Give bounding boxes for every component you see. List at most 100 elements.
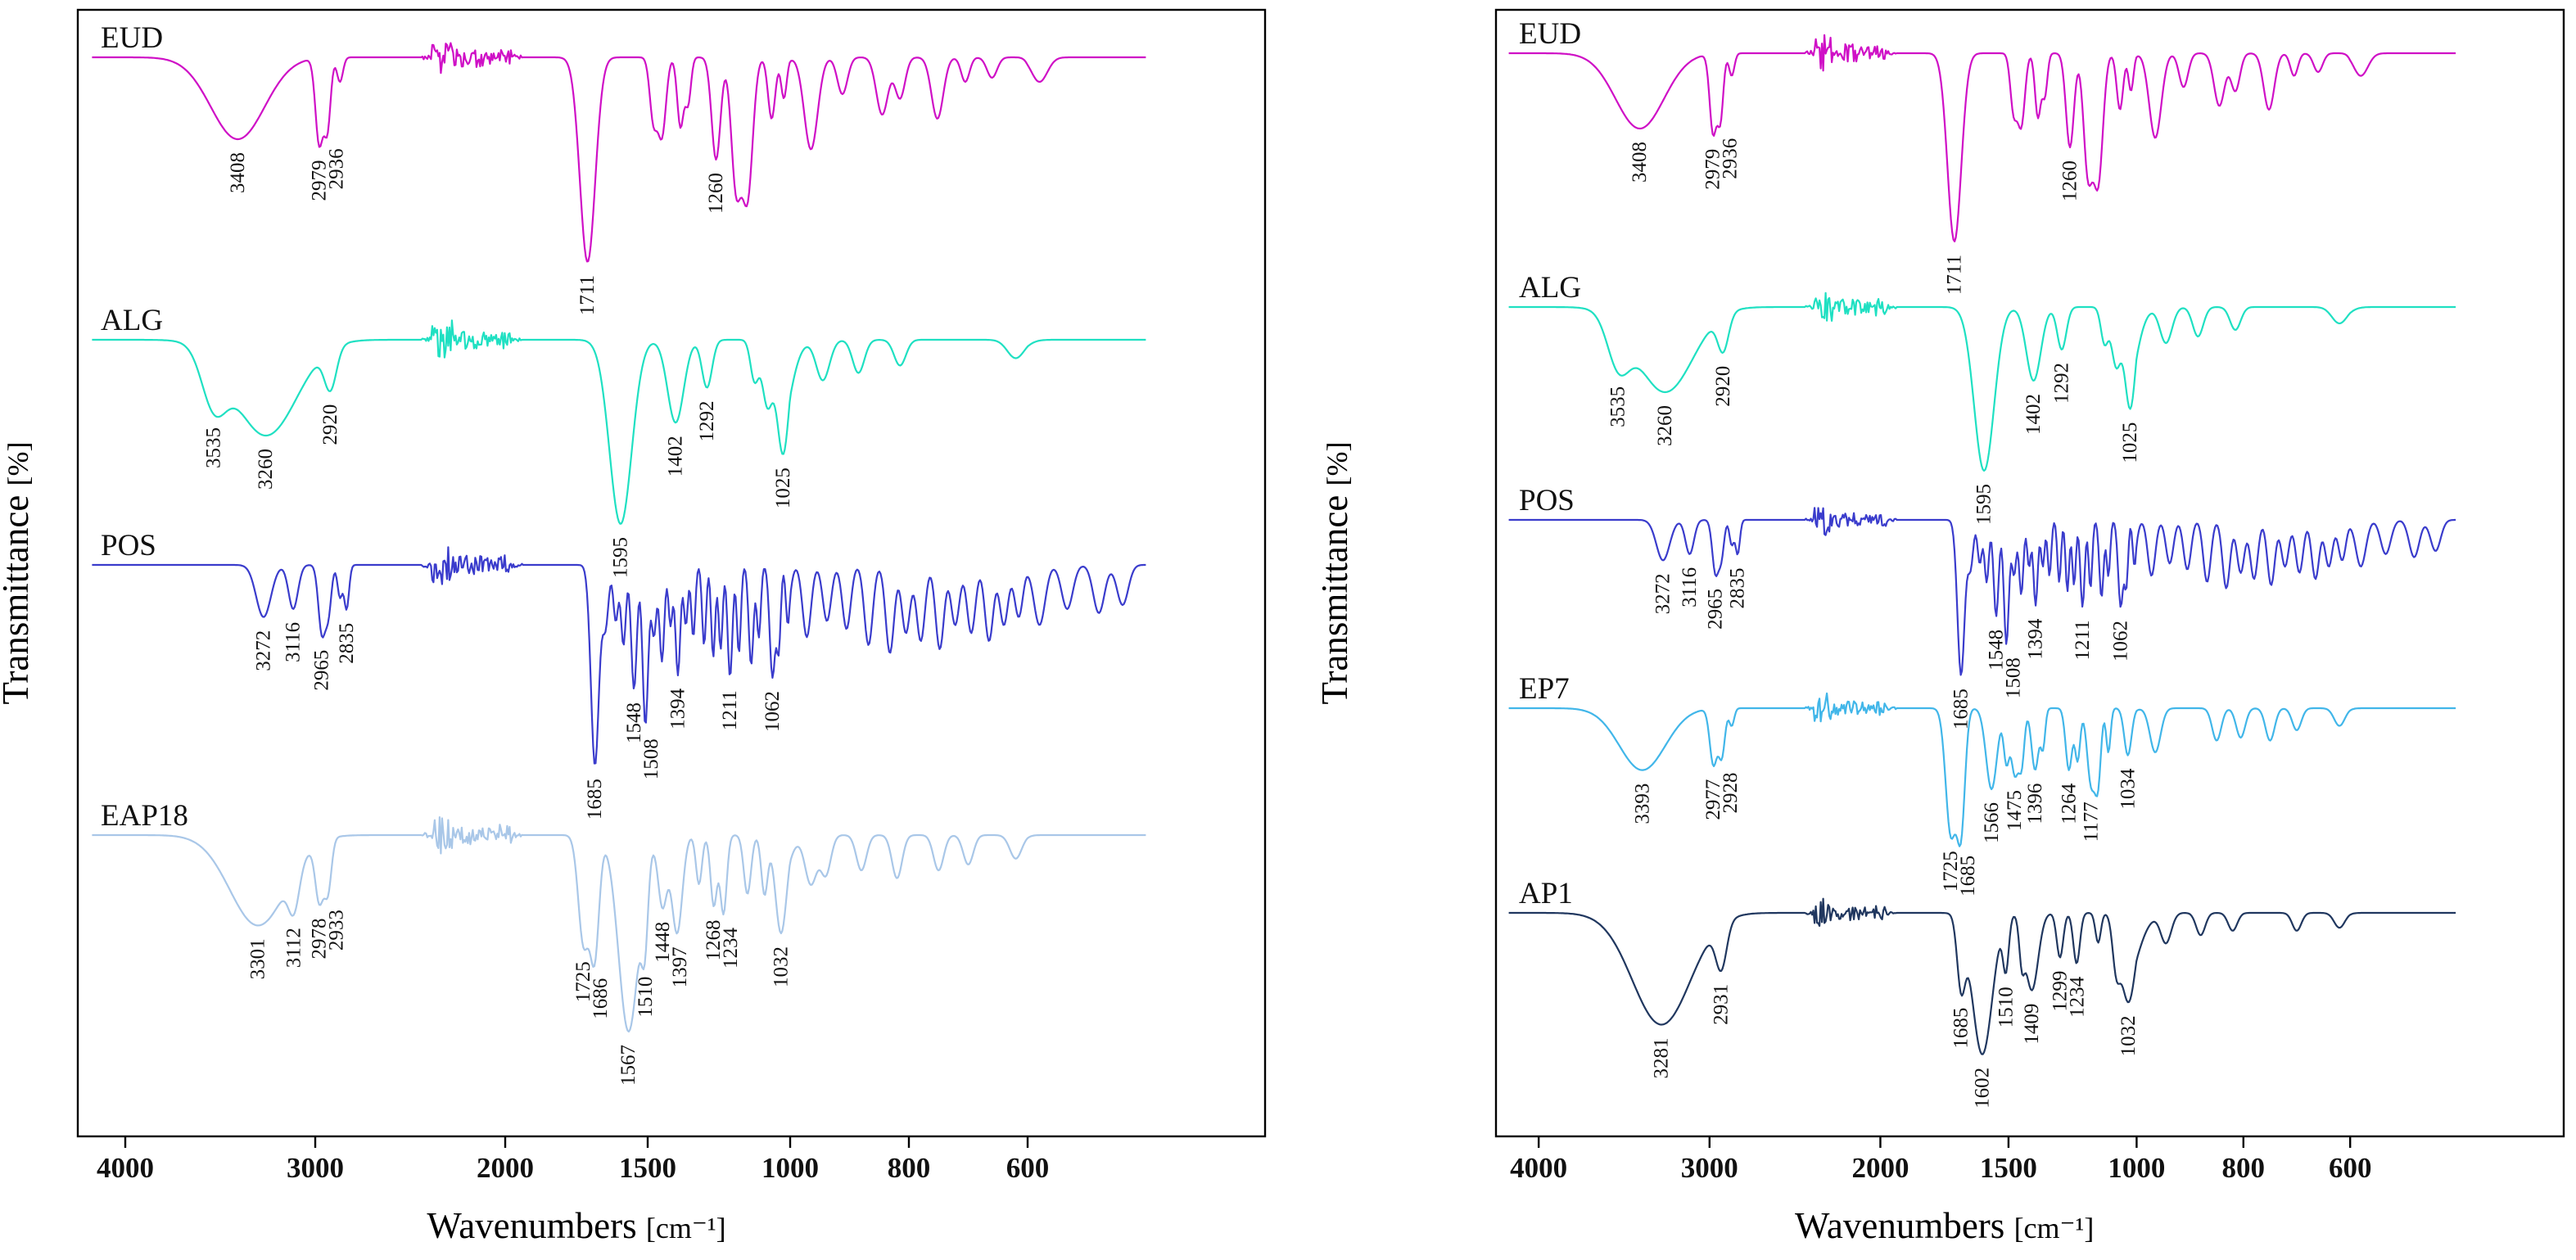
y-axis-label: Transmittance [%]	[0, 441, 36, 704]
peak-annotation: 3260	[255, 449, 277, 490]
peak-annotation: 2979	[1702, 149, 1724, 190]
peak-annotation: 1567	[617, 1045, 639, 1086]
peak-annotation: 2978	[309, 918, 331, 959]
x-tick-label: 4000	[1510, 1152, 1567, 1184]
spectrum-trace-EUD	[1508, 34, 2456, 242]
peak-annotation: 3535	[1607, 386, 1629, 427]
x-tick-label: 1000	[762, 1152, 819, 1184]
peak-annotation: 2835	[336, 623, 358, 664]
peak-annotation: 1396	[2024, 784, 2046, 824]
trace-label-ALG: ALG	[1519, 271, 1581, 305]
peak-annotation: 3281	[1651, 1038, 1673, 1079]
trace-label-AP1: AP1	[1519, 877, 1573, 910]
peak-annotation: 2965	[311, 650, 333, 691]
peak-annotation: 1685	[1957, 856, 1979, 896]
peak-annotation: 1211	[719, 690, 741, 730]
peak-annotation: 3393	[1631, 784, 1653, 824]
spectrum-trace-POS	[1508, 507, 2456, 676]
peak-annotation: 1508	[2002, 657, 2024, 698]
peak-annotation: 1548	[1985, 630, 2007, 671]
peak-annotation: 1686	[590, 978, 612, 1019]
x-tick-label: 1500	[1980, 1152, 2037, 1184]
peak-annotation: 2936	[325, 148, 347, 189]
peak-annotation: 1508	[640, 738, 662, 779]
trace-label-ALG: ALG	[101, 304, 163, 337]
peak-annotation: 1260	[705, 173, 727, 214]
peak-annotation: 2920	[1712, 366, 1734, 407]
peak-annotation: 1685	[1950, 1008, 1973, 1049]
x-tick-label: 3000	[1681, 1152, 1738, 1184]
peak-annotation: 1062	[2109, 621, 2131, 662]
peak-annotation: 3112	[283, 928, 305, 968]
peak-annotation: 1292	[696, 401, 718, 442]
x-tick-label: 4000	[97, 1152, 154, 1184]
peak-annotation: 1034	[2117, 768, 2139, 810]
peak-annotation: 1602	[1971, 1068, 1993, 1109]
trace-label-EUD: EUD	[1519, 17, 1581, 51]
peak-annotation: 1062	[762, 691, 784, 732]
spectrum-trace-AP1	[1508, 897, 2456, 1055]
x-axis-label: Wavenumbers [cm⁻¹]	[427, 1205, 725, 1246]
peak-annotation: 1025	[2119, 422, 2141, 463]
peak-annotation: 1409	[2021, 1004, 2043, 1045]
peak-annotation: 1725	[1940, 851, 1962, 892]
panel-a-svg: 4000 3000 2000 1500 1000 800 600 Wavenumbers [c…	[0, 8, 1267, 1246]
x-tick-label: 3000	[287, 1152, 344, 1184]
peak-annotation: 1032	[770, 946, 792, 987]
peak-annotation: 2928	[1720, 773, 1742, 814]
peak-annotation: 1595	[609, 537, 631, 578]
peak-annotation: 2835	[1727, 567, 1749, 608]
trace-label-POS: POS	[101, 529, 156, 562]
peak-annotation: 3408	[1629, 142, 1651, 183]
peak-annotation: 2931	[1711, 984, 1733, 1025]
peak-annotation: 1292	[2051, 363, 2073, 404]
spectrum-trace-EUD	[92, 42, 1146, 263]
peak-annotation: 1711	[1943, 255, 1965, 295]
peak-annotation: 1595	[1973, 484, 1995, 525]
peak-annotation: 1234	[720, 927, 742, 969]
x-tick-label: 800	[2222, 1152, 2266, 1184]
spectrum-trace-ALG	[1508, 291, 2456, 472]
peak-annotation: 2933	[326, 910, 348, 951]
peak-annotation: 1234	[2066, 976, 2088, 1018]
x-tick-label: 600	[1006, 1152, 1050, 1184]
peak-annotation: 1211	[2072, 620, 2094, 660]
peak-annotation: 3116	[282, 622, 305, 662]
plot-frame	[76, 8, 1267, 1138]
peak-annotation: 1268	[703, 919, 725, 960]
peak-annotation: 3408	[227, 152, 249, 193]
x-tick-label: 800	[888, 1152, 931, 1184]
y-axis-label: Transmittance [%]	[1314, 441, 1355, 704]
peak-annotation: 1475	[2004, 790, 2026, 831]
peak-annotation: 1177	[2081, 802, 2103, 842]
peak-annotation: 2977	[1702, 779, 1724, 820]
peak-annotation: 2979	[308, 160, 330, 201]
x-axis-label: Wavenumbers [cm⁻¹]	[1795, 1205, 2094, 1246]
peak-annotation: 1394	[667, 688, 689, 729]
peak-annotation: 1685	[584, 779, 606, 820]
x-tick-label: 2000	[477, 1152, 534, 1184]
peak-annotation: 1397	[669, 946, 691, 987]
peak-annotation: 1260	[2059, 160, 2081, 201]
x-tick-label: 1500	[619, 1152, 676, 1184]
peak-annotation: 1711	[576, 275, 599, 315]
peak-annotation: 1548	[623, 702, 645, 743]
peak-annotation: 1725	[572, 961, 594, 1002]
peak-annotation: 1402	[665, 436, 687, 476]
x-tick-label: 1000	[2108, 1152, 2165, 1184]
peak-annotation: 3272	[252, 630, 274, 671]
peak-annotation: 1566	[1981, 802, 2003, 843]
peak-annotation: 3535	[202, 427, 224, 468]
x-tick-label: 2000	[1851, 1152, 1909, 1184]
peak-annotation: 2936	[1720, 138, 1742, 179]
spectrum-trace-POS	[92, 546, 1146, 765]
trace-label-EP7: EP7	[1519, 672, 1570, 706]
spectrum-trace-EP7	[1508, 692, 2456, 847]
peak-annotation: 1032	[2117, 1015, 2140, 1056]
peak-annotation: 1510	[1995, 987, 2017, 1027]
peak-annotation: 3301	[247, 938, 269, 979]
spectrum-trace-EAP18	[92, 816, 1146, 1033]
peak-annotation: 2920	[319, 404, 341, 445]
spectrum-trace-ALG	[92, 319, 1146, 525]
